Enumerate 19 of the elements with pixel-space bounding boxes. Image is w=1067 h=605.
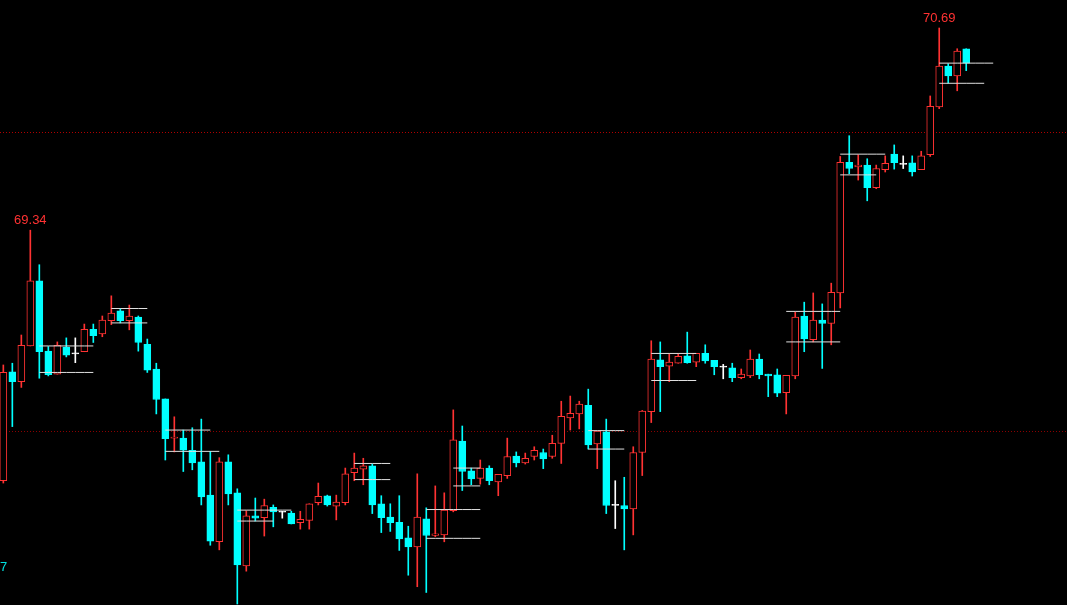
candlestick	[656, 341, 665, 412]
candlestick	[845, 135, 854, 175]
candlestick	[404, 525, 413, 576]
annotation: 69.34	[14, 212, 47, 228]
candlestick	[278, 510, 287, 519]
candlestick	[620, 476, 629, 551]
candlestick	[8, 362, 17, 427]
candlestick	[386, 503, 395, 532]
candlestick	[350, 452, 359, 482]
annotation: 7	[0, 559, 8, 574]
candlestick	[719, 364, 728, 380]
candlestick	[71, 337, 80, 363]
candlestick	[818, 303, 827, 369]
candlestick	[422, 507, 431, 593]
candlestick	[296, 510, 305, 530]
candlestick	[431, 485, 440, 537]
candlestick	[566, 395, 575, 431]
annotation: 70.69	[922, 10, 956, 26]
candlestick	[170, 416, 179, 453]
